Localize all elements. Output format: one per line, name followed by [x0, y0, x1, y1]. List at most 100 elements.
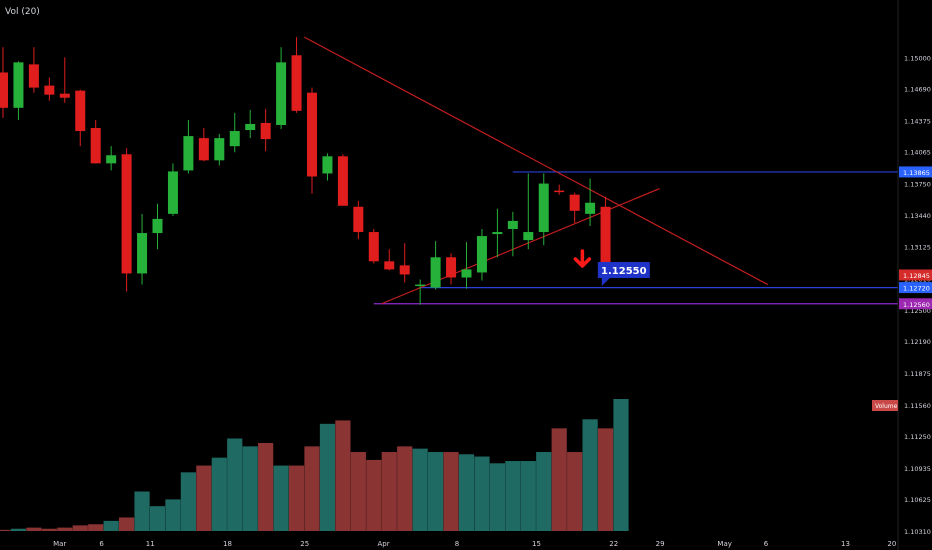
down-arrow-icon — [573, 249, 592, 268]
price-tick-label: 1.13750 — [904, 181, 931, 189]
candle-body — [554, 190, 565, 193]
candle-body — [0, 72, 8, 108]
candle-body — [600, 206, 611, 275]
volume-bar — [88, 524, 104, 531]
price-callout-text: 1.12550 — [601, 266, 647, 277]
current-price-tag-text: 1.12845 — [903, 272, 930, 280]
volume-bar — [397, 446, 413, 531]
volume-bar — [165, 499, 181, 531]
volume-bar — [567, 452, 583, 531]
candle-body — [28, 64, 39, 88]
volume-bar — [350, 452, 366, 531]
volume-bar — [211, 457, 227, 531]
time-tick-label: Apr — [378, 540, 390, 548]
trendline[interactable] — [303, 36, 769, 286]
time-axis[interactable]: 5Mar6111825Apr8152229May61320 — [0, 540, 896, 548]
volume-tag[interactable] — [872, 400, 898, 411]
volume-bar — [489, 463, 505, 531]
candle-body — [245, 123, 256, 131]
candle-body — [137, 233, 148, 274]
candle-body — [461, 269, 472, 278]
price-tick-label: 1.14065 — [904, 149, 931, 157]
volume-bar — [0, 529, 11, 531]
time-tick-label: 25 — [300, 540, 309, 548]
price-tick-label: 1.12190 — [904, 338, 931, 346]
volume-bar — [304, 446, 320, 531]
price-tick-label: 1.11250 — [904, 433, 931, 441]
price-axis[interactable]: 1.15000 1.14690 1.14375 1.14065 1.13750 1.134… — [872, 0, 932, 550]
price-tick-label: 1.11875 — [904, 370, 931, 378]
level-price-tag[interactable] — [899, 298, 932, 310]
volume-bar — [536, 452, 552, 531]
candle-body — [291, 55, 302, 111]
time-tick-label: 6 — [764, 540, 769, 548]
level-price-tag-text: 1.13865 — [903, 169, 930, 177]
volume-bar — [72, 525, 88, 531]
candle-body — [446, 257, 457, 278]
volume-bar — [288, 465, 305, 531]
candle-body — [368, 232, 379, 262]
price-tick-label: 1.13125 — [904, 244, 931, 252]
candle-body — [214, 138, 225, 161]
volume-bar — [458, 454, 475, 531]
volume-bar — [582, 419, 598, 531]
current-price-tag[interactable] — [899, 269, 932, 281]
volume-bar — [319, 423, 336, 531]
volume-bar — [180, 472, 196, 531]
candle-body — [415, 284, 426, 287]
price-tick-label: 1.10935 — [904, 465, 931, 473]
candle-body — [322, 156, 333, 174]
price-tick-label: 1.14375 — [904, 117, 931, 125]
volume-bar — [149, 506, 166, 531]
price-tick-label: 1.13440 — [904, 212, 931, 220]
volume-bar — [412, 448, 428, 531]
volume-bar — [474, 456, 490, 531]
trendline[interactable] — [381, 188, 660, 305]
candle-body — [90, 128, 101, 164]
time-tick-label: 20 — [887, 540, 896, 548]
candle-body — [430, 257, 441, 288]
volume-bar — [381, 452, 397, 531]
volume-tag-text: Volume — [875, 403, 898, 410]
candle-body — [13, 62, 24, 108]
time-tick-label: 15 — [532, 540, 541, 548]
volume-bar — [551, 428, 567, 531]
level-price-tag[interactable] — [899, 282, 932, 294]
time-tick-label: 13 — [841, 540, 850, 548]
volume-bar — [613, 399, 629, 531]
time-tick-label: 8 — [455, 540, 459, 548]
price-tick-label: 1.10625 — [904, 496, 931, 504]
candle-body — [384, 261, 395, 270]
volume-bar — [443, 452, 459, 531]
volume-bar — [335, 420, 351, 531]
time-tick-label: Mar — [53, 540, 66, 548]
volume-bar — [273, 465, 289, 531]
time-tick-label: 18 — [223, 540, 232, 548]
candle-body — [75, 90, 86, 132]
volume-bar — [134, 491, 150, 531]
candle-body — [507, 220, 518, 230]
candle-body — [585, 202, 596, 214]
candle-body — [476, 236, 487, 273]
candle-body — [523, 232, 534, 241]
candle-body — [229, 131, 240, 147]
candle-body — [152, 218, 163, 234]
volume-bar — [57, 527, 73, 531]
volume-bar — [119, 517, 135, 531]
candle-body — [337, 156, 348, 206]
time-tick-label: 22 — [609, 540, 618, 548]
candle-body — [260, 122, 271, 140]
volume-bar — [258, 443, 274, 531]
candle-body — [538, 183, 549, 233]
drawing-layer[interactable] — [303, 36, 898, 305]
candle-body — [276, 62, 287, 125]
volume-panel — [0, 399, 629, 531]
candle-body — [121, 154, 132, 274]
annotation-layer: 1.12550 — [573, 249, 650, 286]
time-tick-label: 29 — [656, 540, 665, 548]
price-tick-label: 1.12500 — [904, 307, 931, 315]
indicator-label[interactable]: Vol (20) — [5, 7, 40, 17]
level-price-tag[interactable] — [899, 166, 932, 178]
volume-bar — [26, 527, 42, 531]
